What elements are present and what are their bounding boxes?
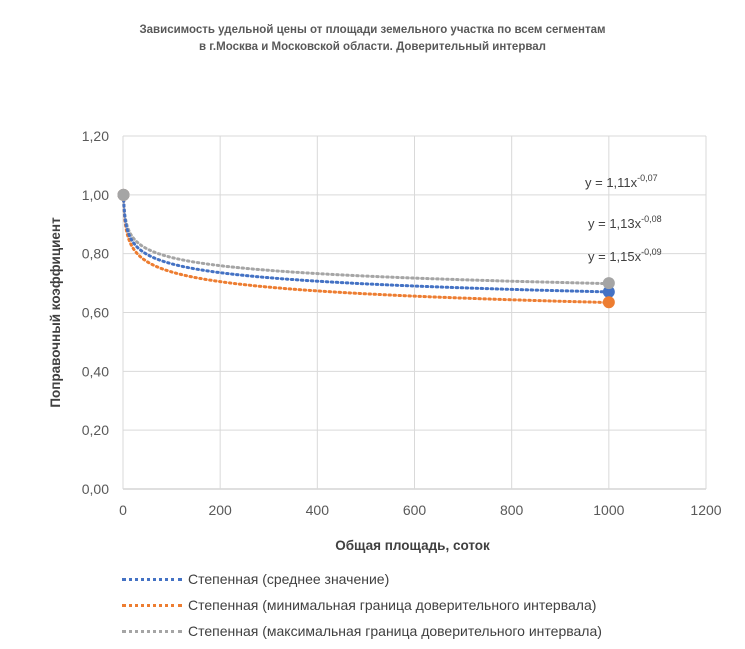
trendline-0 <box>121 193 611 294</box>
data-point-1-1 <box>602 296 615 309</box>
legend-item-mean: Степенная (среднее значение) <box>122 566 602 592</box>
legend: Степенная (среднее значение) Степенная (… <box>122 566 602 644</box>
y-tick-label: 0,20 <box>82 422 109 438</box>
trend-equation-0: y = 1,13x-0,08 <box>588 214 662 231</box>
data-point-0-1 <box>602 285 615 298</box>
trend-equation-2: y = 1,11x-0,07 <box>585 173 658 190</box>
legend-swatch-mean <box>122 577 182 581</box>
y-tick-label: 0,80 <box>82 246 109 262</box>
y-tick-label: 1,00 <box>82 187 109 203</box>
data-point-start <box>117 188 130 201</box>
x-tick-label: 800 <box>500 502 524 518</box>
x-axis-title: Общая площадь, соток <box>335 538 490 553</box>
chart-title: Зависимость удельной цены от площади зем… <box>0 22 745 56</box>
x-tick-label: 1200 <box>690 502 721 518</box>
legend-swatch-max <box>122 629 182 633</box>
y-axis-title: Поправочный коэффициент <box>48 217 63 408</box>
trend-equations: y = 1,13x-0,08 y = 1,15x-0,09 y = 1,11x-0,… <box>585 173 662 264</box>
x-tick-label: 200 <box>208 502 232 518</box>
x-tick-label: 1000 <box>593 502 624 518</box>
chart-title-line-2: в г.Москва и Московской области. Доверит… <box>199 41 546 53</box>
legend-label-max: Степенная (максимальная граница доверите… <box>188 623 602 639</box>
legend-swatch-min <box>122 603 182 607</box>
y-tick-label: 1,20 <box>82 128 109 144</box>
trendline-2 <box>121 193 611 286</box>
data-points <box>117 188 615 309</box>
trend-equation-1: y = 1,15x-0,09 <box>588 247 662 264</box>
y-tick-label: 0,40 <box>82 363 109 379</box>
y-tick-label: 0,60 <box>82 305 109 321</box>
x-tick-label: 600 <box>403 502 427 518</box>
trendline-1 <box>121 193 611 305</box>
legend-label-min: Степенная (минимальная граница доверител… <box>188 597 597 613</box>
y-tick-label: 0,00 <box>82 481 109 497</box>
x-tick-label: 0 <box>119 502 127 518</box>
legend-label-mean: Степенная (среднее значение) <box>188 571 390 587</box>
chart-title-line-1: Зависимость удельной цены от площади зем… <box>139 24 606 36</box>
chart-grid <box>122 135 707 490</box>
axis-ticks: 0,00 0,20 0,40 0,60 0,80 1,00 1,20 0 200 400 600 80… <box>82 128 722 518</box>
trendlines <box>121 193 611 305</box>
legend-item-min: Степенная (минимальная граница доверител… <box>122 592 602 618</box>
x-tick-label: 400 <box>306 502 330 518</box>
legend-item-max: Степенная (максимальная граница доверите… <box>122 618 602 644</box>
data-point-2-1 <box>602 277 615 290</box>
